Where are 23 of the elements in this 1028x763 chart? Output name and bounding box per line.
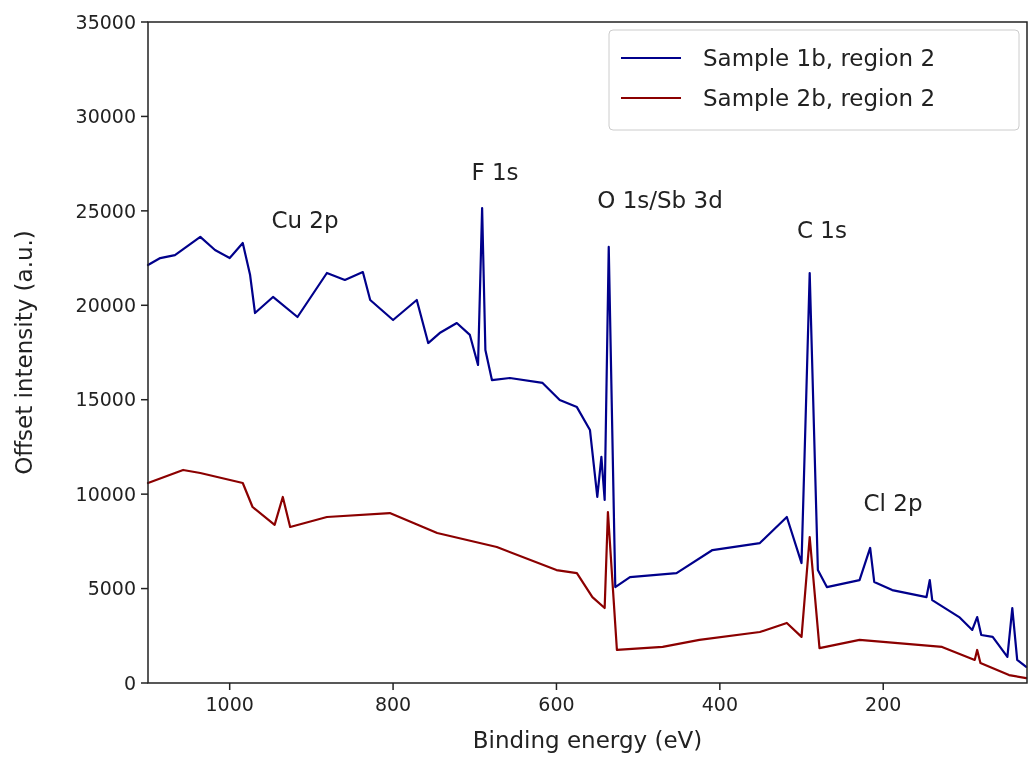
x-tick-label: 1000 (205, 693, 254, 715)
y-tick-label: 5000 (87, 577, 136, 600)
x-tick-label: 800 (374, 693, 412, 715)
y-tick-label: 30000 (75, 105, 136, 128)
x-axis-title: Binding energy (eV) (472, 727, 703, 753)
annotation: O 1s/Sb 3d (597, 187, 723, 214)
x-tick-label: 400 (701, 693, 738, 715)
y-tick-label: 20000 (75, 293, 136, 316)
y-tick-label: 25000 (75, 199, 136, 222)
annotation: Cl 2p (863, 490, 923, 517)
legend-label: Sample 1b, region 2 (703, 45, 936, 72)
y-tick-label: 35000 (75, 10, 136, 33)
annotation: F 1s (471, 159, 519, 186)
y-tick-label: 10000 (75, 482, 136, 505)
y-tick-label: 0 (123, 671, 136, 694)
y-axis-title: Offset intensity (a.u.) (11, 230, 37, 475)
y-tick-label: 15000 (75, 388, 136, 411)
x-tick-label: 200 (865, 693, 902, 715)
legend-label: Sample 2b, region 2 (703, 85, 936, 112)
annotation: C 1s (797, 217, 847, 244)
line-series (146, 468, 1028, 680)
annotation: Cu 2p (271, 207, 339, 234)
x-tick-label: 600 (538, 693, 575, 715)
